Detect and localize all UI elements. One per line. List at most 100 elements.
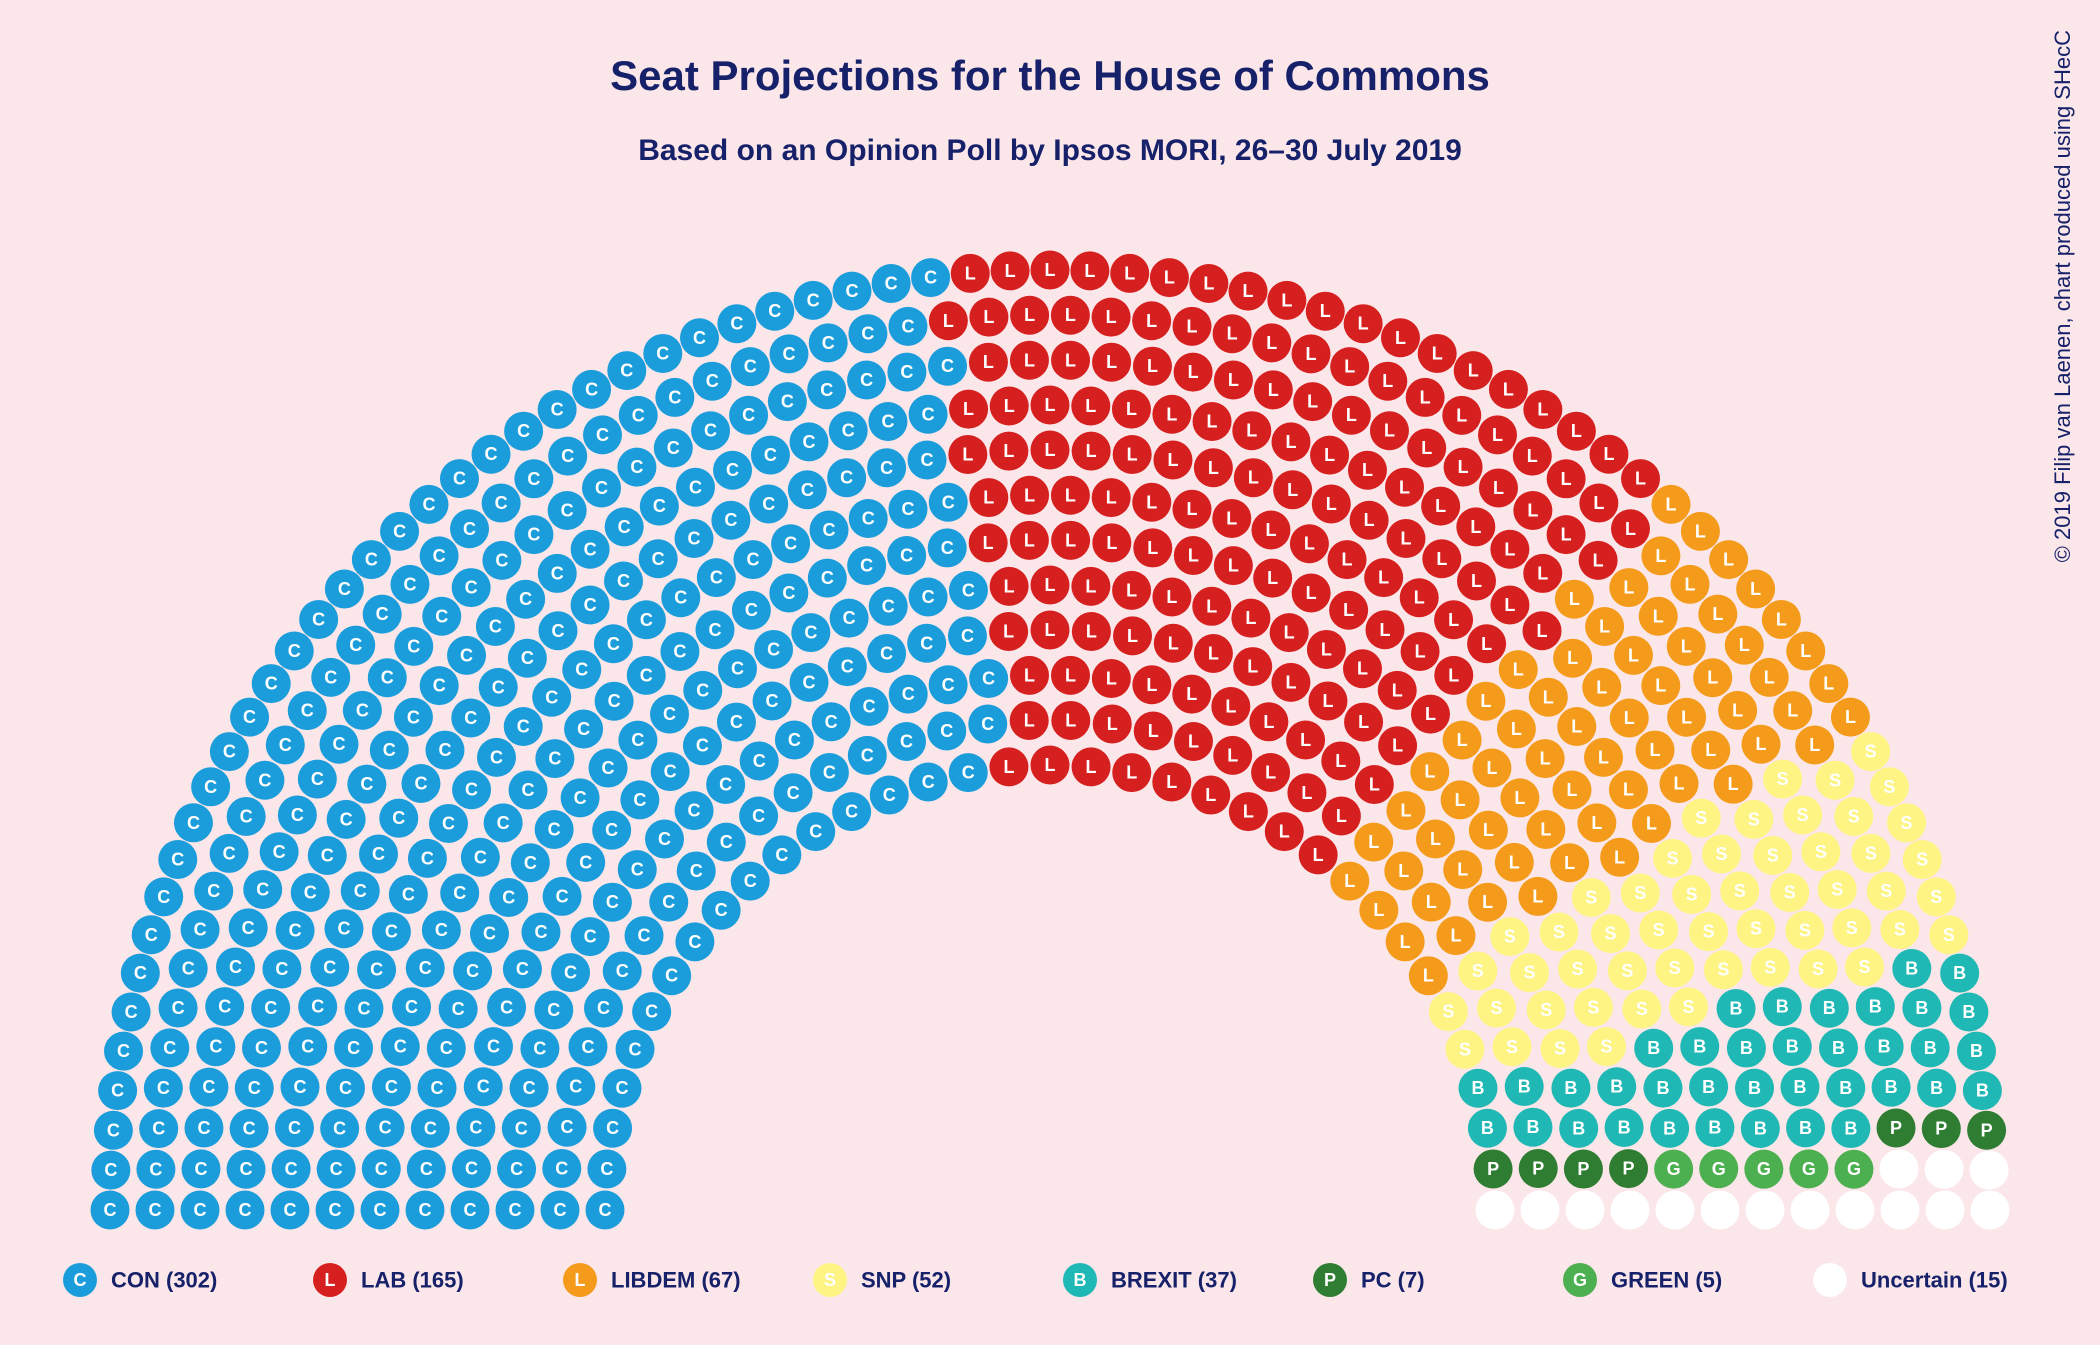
seat-con: C (867, 448, 906, 487)
seat-lab: L (1321, 741, 1360, 780)
seat-con: C (542, 1149, 581, 1188)
seat-snp: S (1845, 947, 1884, 986)
seat-con: C (275, 632, 314, 671)
seat-con: C (677, 851, 716, 890)
seat-libdem: L (1681, 512, 1720, 551)
seat-snp: S (1753, 836, 1792, 875)
seat-con: C (968, 704, 1007, 743)
seat-lab: L (969, 343, 1008, 382)
seat-lab: L (1332, 396, 1371, 435)
seat-con: C (288, 1027, 327, 1066)
seat-con: C (508, 639, 547, 678)
seat-lab: L (1411, 695, 1450, 734)
seat-con: C (848, 314, 887, 353)
seat-con: C (868, 402, 907, 441)
seat-con: C (327, 800, 366, 839)
seat-snp: S (1702, 835, 1741, 874)
seat-con: C (768, 382, 807, 421)
seat-lab: L (929, 301, 968, 340)
seat-con: C (251, 989, 290, 1028)
seat-libdem: L (1529, 678, 1568, 717)
seat-lab: L (1478, 415, 1517, 454)
seat-con: C (740, 741, 779, 780)
seat-con: C (618, 721, 657, 760)
seat-con: C (731, 347, 770, 386)
seat-snp: S (1783, 795, 1822, 834)
seat-lab: L (1489, 370, 1528, 409)
seat-con: C (194, 872, 233, 911)
seat-con: C (697, 558, 736, 597)
seat-con: C (909, 395, 948, 434)
seat-snp: S (1510, 953, 1549, 992)
seat-libdem: L (1773, 691, 1812, 730)
seat-con: C (582, 468, 621, 507)
seat-con: C (380, 512, 419, 551)
seat-con: C (98, 1071, 137, 1110)
seat-con: C (791, 613, 830, 652)
seat-lab: L (1348, 451, 1387, 490)
seat-lab: L (1370, 411, 1409, 450)
chart-root: Seat Projections for the House of Common… (0, 0, 2100, 1345)
seat-con: C (532, 678, 571, 717)
seat-con: C (632, 992, 671, 1031)
chart-title: Seat Projections for the House of Common… (610, 52, 1490, 99)
seat-uncertain (1521, 1191, 1560, 1230)
seat-lab: L (1214, 546, 1253, 585)
seat-uncertain (1926, 1191, 1965, 1230)
seat-con: C (230, 1109, 269, 1148)
seat-con: C (691, 411, 730, 450)
seat-brexit: B (1597, 1067, 1636, 1106)
seat-con: C (447, 636, 486, 675)
seat-brexit: B (1856, 987, 1895, 1026)
seat-lab: L (1150, 258, 1189, 297)
seat-con: C (317, 1150, 356, 1189)
seat-lab: L (1051, 521, 1090, 560)
seat-libdem: L (1410, 752, 1449, 791)
seat-con: C (649, 883, 688, 922)
seat-con: C (928, 528, 967, 567)
seat-lab: L (1212, 499, 1251, 538)
seat-lab: L (1293, 382, 1332, 421)
seat-lab: L (1513, 437, 1552, 476)
seat-con: C (809, 323, 848, 362)
seat-lab: L (1092, 343, 1131, 382)
seat-snp: S (1574, 988, 1613, 1027)
seat-con: C (572, 370, 611, 409)
seat-con: C (158, 840, 197, 879)
seat-lab: L (1329, 591, 1368, 630)
seat-con: C (538, 390, 577, 429)
seat-snp: S (1672, 875, 1711, 914)
seat-libdem: L (1786, 632, 1825, 671)
seat-brexit: B (1865, 1027, 1904, 1066)
seat-con: C (509, 770, 548, 809)
seat-brexit: B (1892, 949, 1931, 988)
seat-con: C (401, 764, 440, 803)
seat-con: C (452, 770, 491, 809)
seat-con: C (316, 1191, 355, 1230)
seat-con: C (650, 695, 689, 734)
seat-con: C (344, 989, 383, 1028)
seat-con: C (298, 987, 337, 1026)
seat-con: C (696, 610, 735, 649)
seat-con: C (693, 362, 732, 401)
seat-con: C (216, 947, 255, 986)
seat-brexit: B (1810, 989, 1849, 1028)
seat-con: C (888, 307, 927, 346)
seat-snp: S (1818, 870, 1857, 909)
seat-con: C (790, 663, 829, 702)
legend-item-green: GGREEN (5) (1563, 1263, 1722, 1297)
seat-lab: L (1292, 573, 1331, 612)
seat-con: C (242, 1028, 281, 1067)
seat-con: C (774, 773, 813, 812)
seat-lab: L (1368, 362, 1407, 401)
seat-libdem: L (1639, 597, 1678, 636)
seat-snp: S (1851, 732, 1890, 771)
seat-con: C (276, 911, 315, 950)
seat-lab: L (1031, 566, 1070, 605)
seat-con: C (406, 948, 445, 987)
seat-con: C (347, 765, 386, 804)
seat-con: C (593, 1109, 632, 1148)
seat-con: C (849, 499, 888, 538)
seat-con: C (620, 780, 659, 819)
seat-con: C (592, 811, 631, 850)
